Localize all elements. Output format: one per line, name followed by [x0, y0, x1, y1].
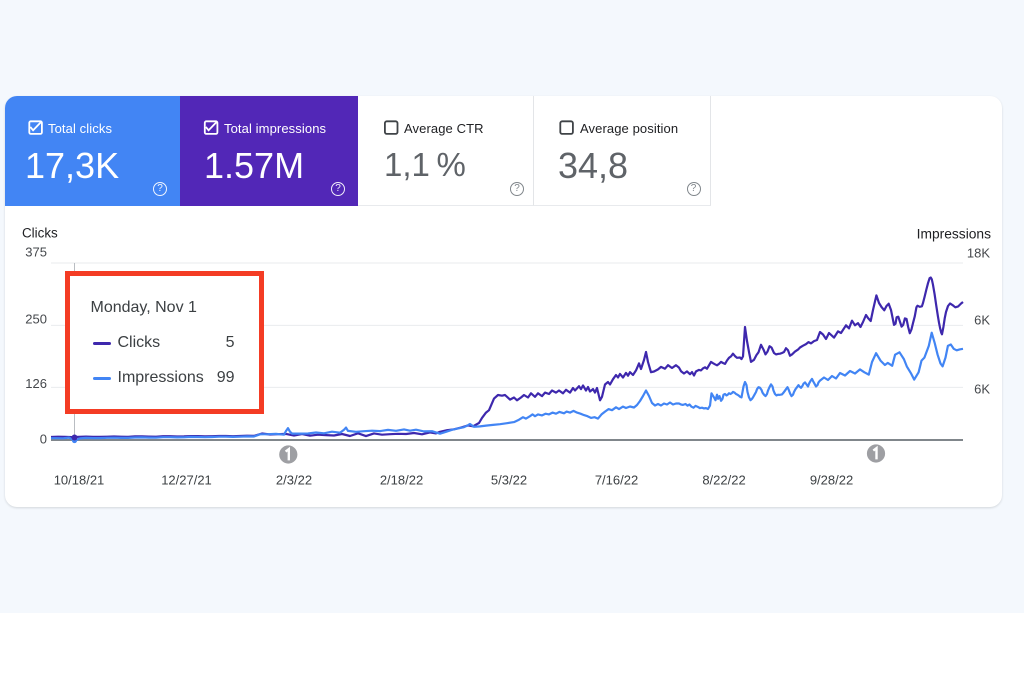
svg-text:8/22/22: 8/22/22 — [702, 473, 745, 488]
svg-text:12/27/21: 12/27/21 — [161, 473, 212, 488]
svg-text:10/18/21: 10/18/21 — [54, 473, 105, 488]
svg-text:18K: 18K — [967, 246, 990, 261]
svg-text:7/16/22: 7/16/22 — [595, 473, 638, 488]
svg-text:250: 250 — [25, 312, 47, 327]
svg-text:375: 375 — [25, 245, 47, 260]
svg-text:2/3/22: 2/3/22 — [276, 473, 312, 488]
svg-text:Impressions: Impressions — [917, 227, 991, 242]
svg-text:0: 0 — [40, 432, 47, 447]
svg-text:2/18/22: 2/18/22 — [380, 473, 423, 488]
svg-text:6K: 6K — [974, 313, 990, 328]
svg-text:126: 126 — [25, 376, 47, 391]
svg-text:Clicks: Clicks — [22, 226, 58, 241]
svg-text:9/28/22: 9/28/22 — [810, 473, 853, 488]
svg-text:5/3/22: 5/3/22 — [491, 473, 527, 488]
svg-text:6K: 6K — [974, 382, 990, 397]
